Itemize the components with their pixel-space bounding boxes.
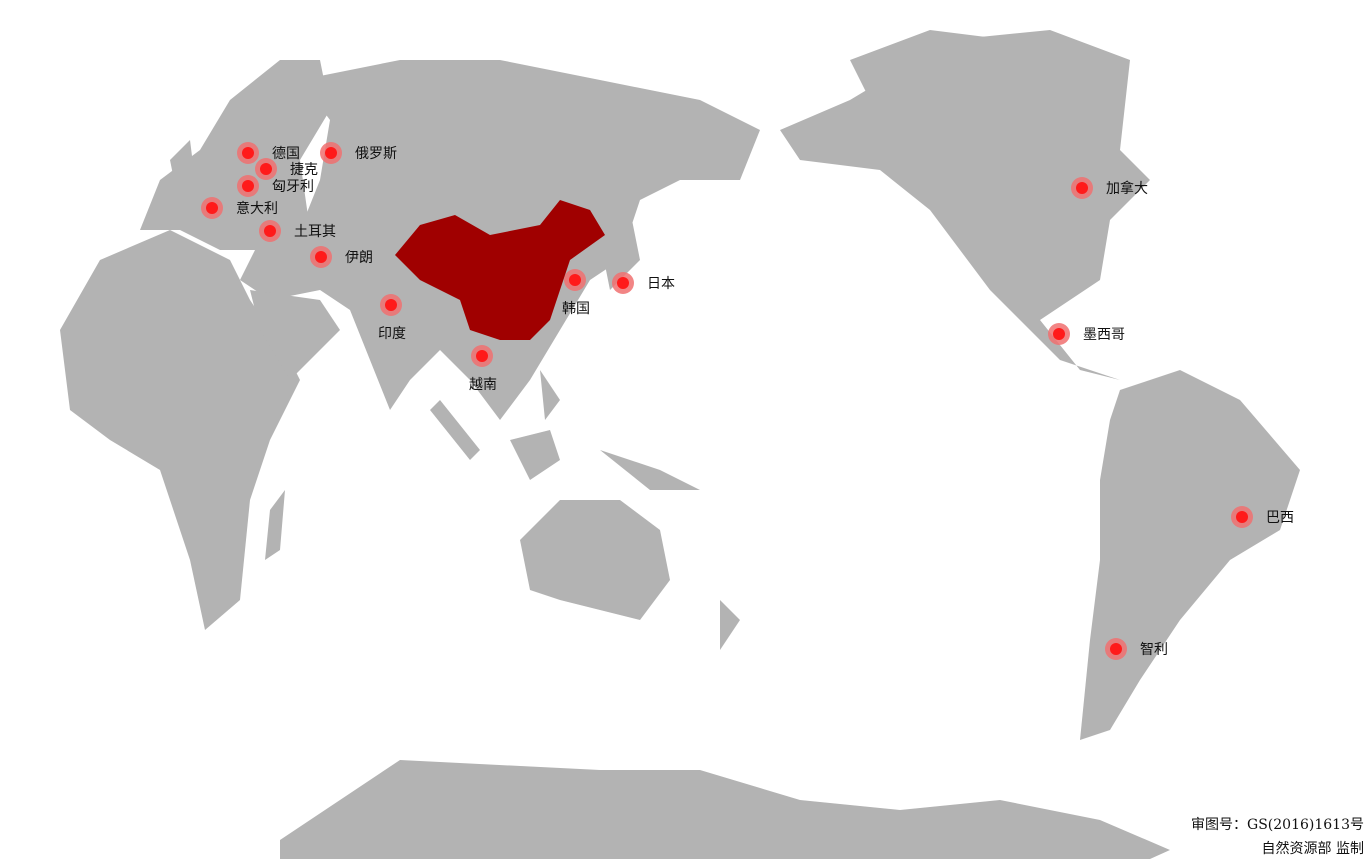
marker-dot bbox=[1076, 182, 1088, 194]
marker-label: 巴西 bbox=[1266, 510, 1294, 526]
marker-label: 土耳其 bbox=[294, 224, 336, 240]
marker-label: 俄罗斯 bbox=[355, 146, 397, 162]
south-america bbox=[1080, 370, 1300, 740]
marker-0[interactable]: 德国 bbox=[237, 142, 300, 164]
issuer: 自然资源部 监制 bbox=[1261, 841, 1364, 857]
marker-dot bbox=[1110, 643, 1122, 655]
uk bbox=[170, 140, 195, 185]
africa bbox=[60, 230, 300, 630]
marker-label: 韩国 bbox=[562, 301, 590, 317]
marker-4[interactable]: 土耳其 bbox=[259, 220, 336, 242]
marker-label: 匈牙利 bbox=[272, 179, 314, 195]
marker-9[interactable]: 韩国 bbox=[562, 269, 590, 317]
marker-8[interactable]: 越南 bbox=[469, 345, 497, 393]
marker-dot bbox=[1053, 328, 1065, 340]
north-america bbox=[780, 30, 1150, 380]
landmass bbox=[60, 30, 1300, 859]
greenland bbox=[850, 30, 1010, 130]
marker-dot bbox=[385, 299, 397, 311]
marker-13[interactable]: 巴西 bbox=[1231, 506, 1294, 528]
europe bbox=[140, 60, 330, 250]
japan bbox=[600, 210, 640, 290]
approval-number: 审图号：GS(2016)1613号 bbox=[1191, 817, 1364, 833]
marker-dot bbox=[325, 147, 337, 159]
marker-label: 墨西哥 bbox=[1083, 327, 1125, 343]
marker-12[interactable]: 墨西哥 bbox=[1048, 323, 1125, 345]
sumatra bbox=[430, 400, 480, 460]
marker-dot bbox=[260, 163, 272, 175]
australia bbox=[520, 500, 670, 620]
new-guinea bbox=[600, 450, 700, 490]
marker-dot bbox=[206, 202, 218, 214]
marker-label: 捷克 bbox=[290, 162, 318, 178]
antarctica bbox=[280, 760, 1170, 859]
marker-label: 越南 bbox=[469, 377, 497, 393]
marker-label: 意大利 bbox=[236, 200, 278, 217]
marker-7[interactable]: 印度 bbox=[378, 294, 406, 342]
marker-label: 加拿大 bbox=[1106, 180, 1148, 197]
marker-label: 伊朗 bbox=[345, 250, 373, 266]
marker-3[interactable]: 意大利 bbox=[201, 197, 278, 219]
marker-dot bbox=[569, 274, 581, 286]
marker-dot bbox=[242, 147, 254, 159]
marker-dot bbox=[617, 277, 629, 289]
new-zealand bbox=[720, 600, 740, 650]
marker-14[interactable]: 智利 bbox=[1105, 638, 1168, 660]
marker-dot bbox=[264, 225, 276, 237]
borneo bbox=[510, 430, 560, 480]
madagascar bbox=[265, 490, 285, 560]
marker-dot bbox=[242, 180, 254, 192]
marker-label: 印度 bbox=[378, 326, 406, 342]
marker-label: 智利 bbox=[1140, 642, 1168, 658]
marker-dot bbox=[315, 251, 327, 263]
marker-1[interactable]: 捷克 bbox=[255, 158, 318, 180]
marker-10[interactable]: 日本 bbox=[612, 272, 675, 294]
china-highlight bbox=[395, 200, 605, 340]
marker-11[interactable]: 加拿大 bbox=[1071, 177, 1148, 199]
marker-6[interactable]: 伊朗 bbox=[310, 246, 373, 268]
marker-label: 德国 bbox=[272, 146, 300, 162]
marker-2[interactable]: 匈牙利 bbox=[237, 175, 314, 197]
arabia bbox=[250, 290, 340, 380]
marker-dot bbox=[476, 350, 488, 362]
marker-dot bbox=[1236, 511, 1248, 523]
marker-label: 日本 bbox=[647, 276, 675, 292]
philippines bbox=[540, 370, 560, 420]
marker-5[interactable]: 俄罗斯 bbox=[320, 142, 397, 164]
